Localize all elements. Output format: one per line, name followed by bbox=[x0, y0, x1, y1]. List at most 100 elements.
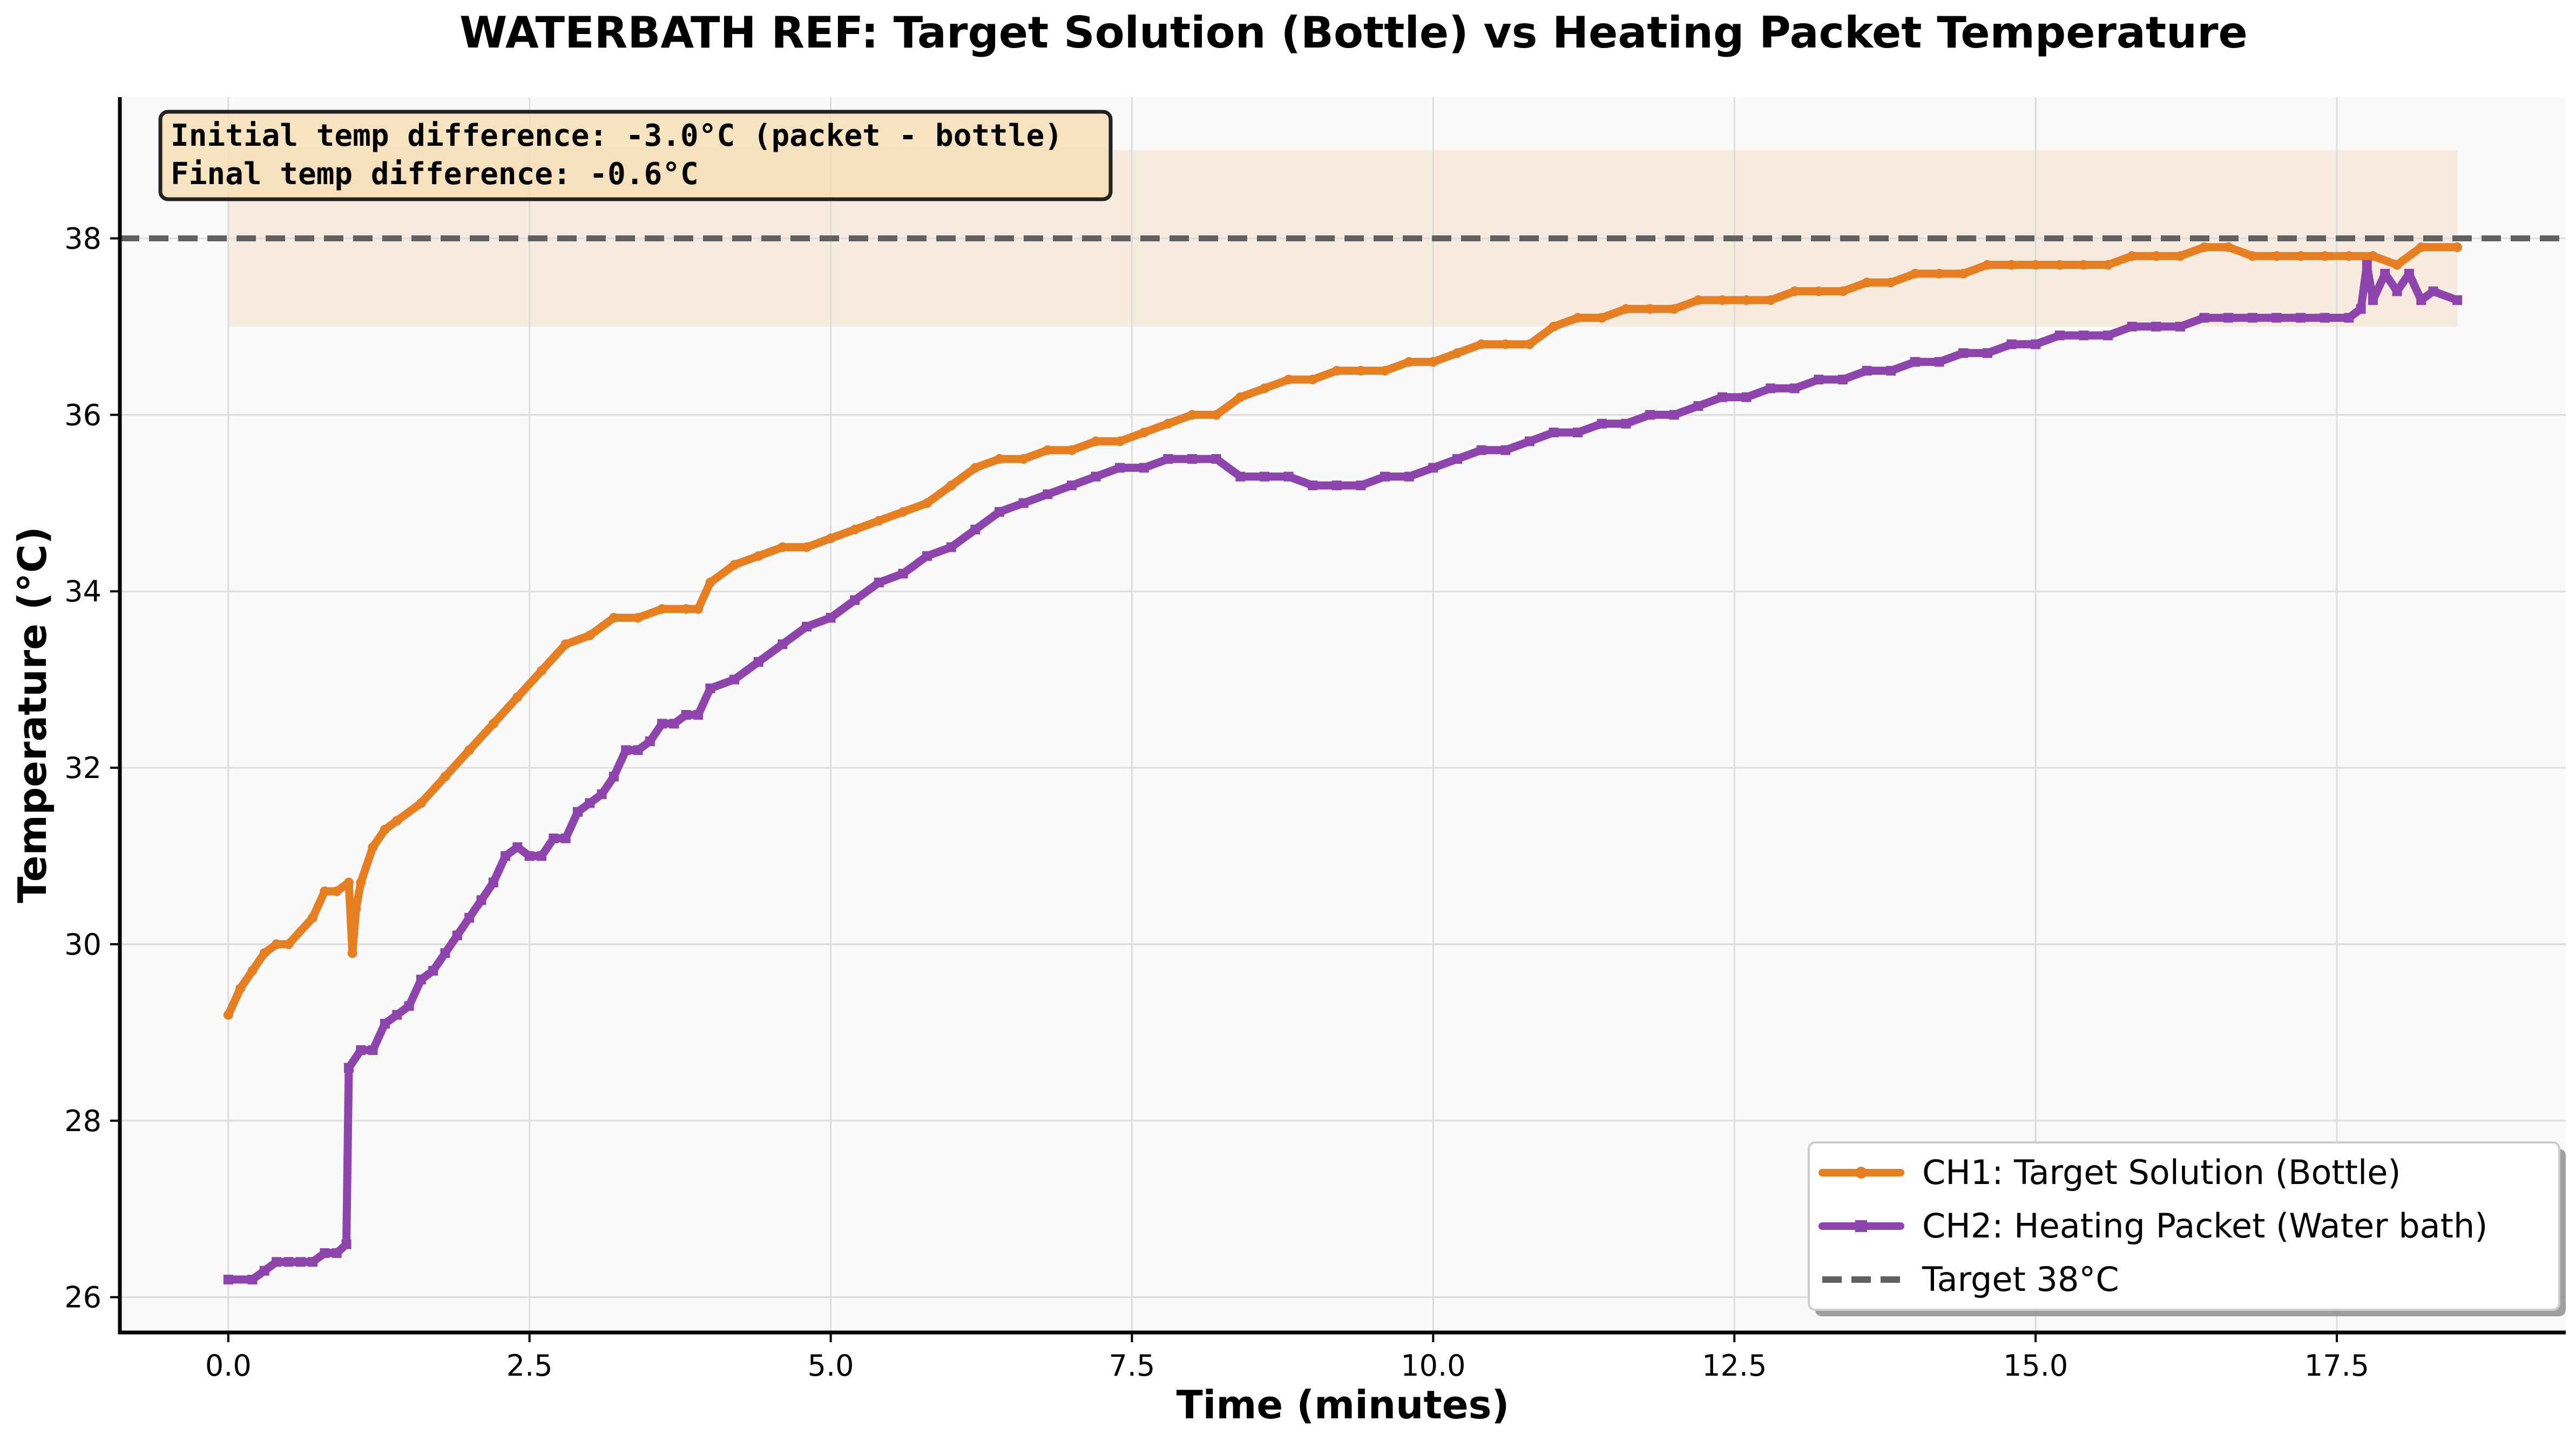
series-1-point bbox=[1163, 418, 1173, 429]
annotation-line-final: Final temp difference: -0.6°C bbox=[171, 157, 699, 192]
series-2-point bbox=[1115, 463, 1125, 473]
series-1-point bbox=[1380, 366, 1390, 376]
series-2-point bbox=[898, 569, 908, 579]
series-1-point bbox=[560, 639, 571, 650]
series-1-point bbox=[1549, 321, 1559, 332]
series-2-point bbox=[368, 1045, 378, 1056]
series-1-point bbox=[1573, 313, 1583, 323]
series-1-point bbox=[1934, 268, 1944, 279]
y-tick-label-3: 32 bbox=[64, 751, 102, 785]
series-2-point bbox=[320, 1248, 330, 1258]
series-2-point bbox=[1958, 348, 1969, 358]
series-1-point bbox=[235, 983, 246, 993]
series-2-point bbox=[2368, 295, 2378, 305]
series-1-point bbox=[380, 824, 390, 835]
series-1-point bbox=[272, 939, 282, 949]
series-2-point bbox=[1789, 383, 1800, 394]
series-1-point bbox=[247, 965, 258, 976]
legend-marker-ch2 bbox=[1855, 1220, 1867, 1232]
series-1-point bbox=[2416, 242, 2426, 252]
series-2-point bbox=[2223, 313, 2234, 323]
x-axis-label: Time (minutes) bbox=[1177, 1382, 1510, 1428]
series-2-point bbox=[572, 807, 583, 817]
tick-labels: 0.0 2.5 5.0 7.5 10.0 12.5 15.0 17.5 26 28 30 32 34 36… bbox=[64, 221, 2369, 1383]
series-2-point bbox=[1717, 392, 1727, 402]
series-2-point bbox=[1331, 481, 1342, 491]
series-2-point bbox=[645, 736, 655, 747]
series-1-point bbox=[1645, 304, 1655, 314]
series-2-point bbox=[2151, 321, 2161, 332]
series-2-point bbox=[341, 1239, 351, 1249]
series-2-point bbox=[729, 674, 740, 685]
series-2-point bbox=[850, 595, 860, 605]
series-1-point bbox=[850, 524, 860, 535]
series-1-point bbox=[223, 1010, 233, 1020]
series-1-point bbox=[2296, 251, 2306, 261]
series-2-point bbox=[2271, 313, 2282, 323]
series-2-point bbox=[1693, 401, 1703, 411]
series-1-point bbox=[1621, 304, 1631, 314]
series-1-point bbox=[1331, 366, 1342, 376]
series-1-point bbox=[633, 613, 643, 623]
series-1-point bbox=[1283, 374, 1294, 384]
series-1-point bbox=[1259, 383, 1269, 394]
series-2-point bbox=[1163, 454, 1173, 464]
series-2-point bbox=[2031, 339, 2041, 349]
series-2-point bbox=[2296, 313, 2306, 323]
series-line-2 bbox=[224, 261, 2462, 1284]
series-2-point bbox=[1235, 471, 1246, 482]
series-1-point bbox=[351, 904, 361, 914]
series-2-point bbox=[1018, 498, 1029, 508]
series-1-point bbox=[898, 507, 908, 517]
series-2-point bbox=[1741, 392, 1752, 402]
legend-marker-ch1 bbox=[1855, 1167, 1867, 1179]
series-2-point bbox=[259, 1266, 269, 1276]
series-1-point bbox=[356, 877, 366, 888]
series-2-point bbox=[1139, 463, 1149, 473]
series-2-point bbox=[380, 1019, 390, 1029]
series-2-point bbox=[1356, 481, 1366, 491]
series-2-point bbox=[1211, 454, 1221, 464]
series-2-point bbox=[753, 657, 763, 667]
series-2-point bbox=[2054, 330, 2065, 341]
series-2-point bbox=[1645, 410, 1655, 420]
series-2-point bbox=[1934, 357, 1944, 367]
series-1-point bbox=[970, 463, 981, 473]
series-1-point bbox=[2452, 242, 2463, 252]
series-2-point bbox=[621, 745, 631, 755]
series-2-point bbox=[440, 948, 450, 958]
series-layer bbox=[223, 242, 2463, 1284]
series-2-point bbox=[970, 524, 981, 535]
series-2-point bbox=[2416, 295, 2426, 305]
series-2-point bbox=[247, 1274, 258, 1284]
series-2-point bbox=[2247, 313, 2257, 323]
y-tick-label-2: 30 bbox=[64, 928, 102, 962]
series-1-point bbox=[1693, 295, 1703, 305]
series-2-point bbox=[801, 621, 812, 632]
series-2-point bbox=[537, 851, 547, 861]
series-1-point bbox=[705, 577, 715, 587]
series-1-point bbox=[392, 816, 402, 826]
series-1-point bbox=[1814, 286, 1824, 296]
series-1-point bbox=[1862, 278, 1872, 288]
series-2-point bbox=[946, 542, 956, 552]
chart-title: WATERBATH REF: Target Solution (Bottle) … bbox=[459, 8, 2248, 58]
series-1-point bbox=[2006, 260, 2017, 270]
series-2-point bbox=[1259, 471, 1269, 482]
series-1-point bbox=[308, 912, 318, 923]
series-2-point bbox=[2175, 321, 2185, 332]
series-1-point bbox=[922, 498, 932, 508]
series-2-point bbox=[392, 1010, 402, 1020]
series-1-point bbox=[1717, 295, 1727, 305]
series-2-point bbox=[332, 1248, 342, 1258]
x-tick-label-4: 10.0 bbox=[1401, 1349, 1465, 1383]
series-2-point bbox=[874, 577, 884, 587]
series-2-point bbox=[1621, 418, 1631, 429]
x-tick-label-1: 2.5 bbox=[506, 1349, 553, 1383]
series-1-point bbox=[537, 666, 547, 676]
series-1-point bbox=[1018, 454, 1029, 464]
series-1-point bbox=[946, 481, 956, 491]
series-1-point bbox=[2199, 242, 2209, 252]
series-1-point bbox=[1886, 278, 1896, 288]
series-2-point bbox=[1187, 454, 1198, 464]
